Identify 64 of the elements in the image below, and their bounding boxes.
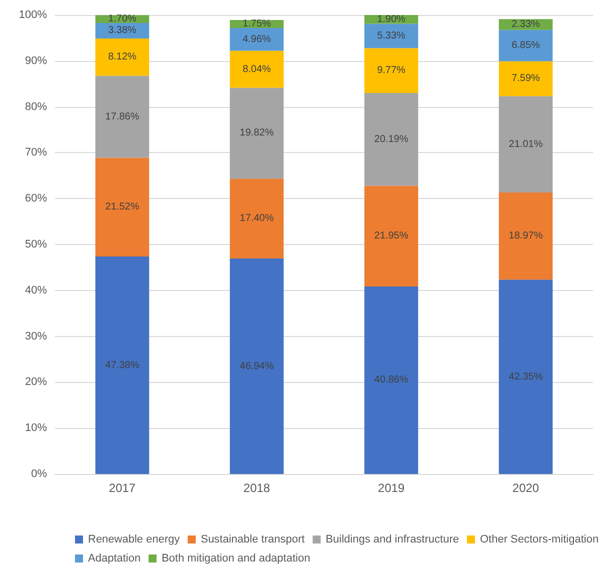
data-label: 18.97% [508, 230, 543, 242]
bar [364, 286, 418, 474]
y-tick-label: 40% [24, 284, 48, 296]
legend-label: Adaptation [88, 552, 141, 564]
y-tick-label: 20% [24, 376, 48, 388]
bar [230, 50, 284, 88]
data-label: 1.70% [108, 14, 137, 25]
bar [230, 28, 284, 51]
bar [498, 96, 553, 193]
bar [364, 24, 418, 48]
data-label: 2.33% [512, 18, 540, 30]
data-label: 17.40% [240, 213, 274, 224]
data-label: 9.77% [377, 65, 406, 76]
data-label: 5.33% [377, 30, 406, 42]
data-label: 1.90% [377, 14, 406, 25]
legend-label: Other Sectors-mitigation [480, 534, 599, 546]
data-label: 21.95% [374, 230, 408, 242]
data-label: 40.86% [374, 374, 408, 386]
legend-label: Both mitigation and adaptation [162, 552, 310, 564]
y-tick-label: 50% [24, 238, 48, 250]
y-tick-label: 90% [24, 54, 48, 67]
data-label: 4.96% [242, 34, 272, 45]
data-label: 47.38% [105, 360, 140, 371]
bar [95, 256, 150, 474]
data-label: 46.94% [240, 360, 274, 372]
bar [95, 158, 150, 257]
legend-label: Sustainable transport [200, 534, 305, 546]
bar [498, 30, 553, 62]
data-label: 42.35% [508, 371, 543, 382]
bar [364, 93, 418, 186]
y-tick-label: 30% [24, 330, 48, 342]
x-tick-label: 2020 [512, 481, 540, 495]
bar [498, 61, 553, 96]
bar [95, 38, 150, 76]
data-label: 8.04% [242, 64, 272, 75]
bar [230, 88, 284, 179]
data-label: 21.01% [508, 138, 543, 150]
data-label: 3.38% [108, 25, 137, 36]
y-tick-label: 60% [24, 192, 48, 205]
legend-label: Buildings and infrastructure [326, 534, 459, 546]
y-tick-label: 0% [31, 468, 48, 480]
data-label: 21.52% [105, 202, 140, 213]
y-tick-label: 100% [18, 9, 48, 21]
bar [498, 280, 553, 474]
data-label: 1.75% [242, 18, 272, 30]
y-tick-label: 80% [24, 100, 48, 113]
data-label: 8.12% [108, 52, 137, 63]
data-label: 17.86% [105, 111, 140, 122]
x-tick-label: 2019 [378, 481, 405, 495]
x-tick-label: 2017 [108, 481, 136, 495]
data-label: 20.19% [374, 134, 408, 145]
data-label: 6.85% [512, 40, 540, 52]
y-tick-label: 10% [24, 422, 48, 434]
bar [498, 192, 553, 280]
bar [95, 76, 150, 158]
bar [364, 186, 418, 286]
data-label: 19.82% [240, 128, 274, 139]
legend-label: Renewable energy [88, 534, 180, 546]
y-tick-label: 70% [24, 146, 48, 159]
bar [364, 48, 418, 94]
x-tick-label: 2018 [243, 481, 270, 495]
bar [230, 258, 284, 474]
bar [230, 178, 284, 259]
data-label: 7.59% [512, 73, 540, 84]
